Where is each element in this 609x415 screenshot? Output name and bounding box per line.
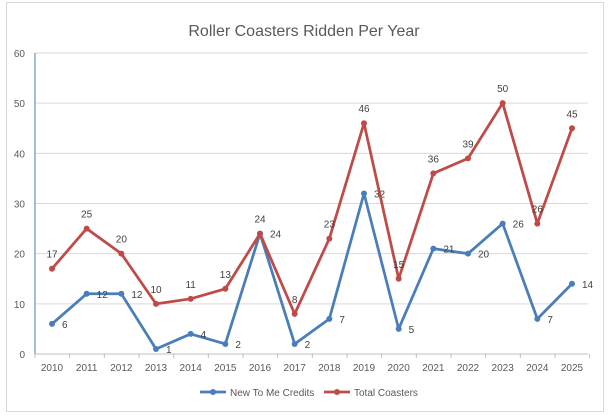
chart-title: Roller Coasters Ridden Per Year xyxy=(188,23,420,40)
series-line xyxy=(51,192,573,351)
x-tick-label: 2018 xyxy=(318,363,341,374)
y-tick-label: 0 xyxy=(19,350,25,361)
data-label: 12 xyxy=(131,290,143,301)
data-label: 13 xyxy=(220,270,232,281)
data-point xyxy=(430,245,437,252)
data-point xyxy=(430,170,437,177)
data-point xyxy=(187,295,194,302)
data-label: 14 xyxy=(582,280,594,291)
data-label: 50 xyxy=(497,84,509,95)
data-label: 20 xyxy=(478,250,490,261)
data-label: 46 xyxy=(358,104,370,115)
y-tick-label: 30 xyxy=(14,200,26,211)
x-tick-label: 2015 xyxy=(214,363,237,374)
data-label: 1 xyxy=(166,345,172,356)
data-label: 8 xyxy=(292,295,298,306)
data-label: 7 xyxy=(547,315,553,326)
data-point xyxy=(569,280,575,287)
data-label: 2 xyxy=(305,340,311,351)
data-label: 25 xyxy=(81,210,93,221)
data-label: 21 xyxy=(443,245,455,256)
data-label: 5 xyxy=(409,325,415,336)
x-tick-label: 2020 xyxy=(388,363,411,374)
data-point xyxy=(222,340,229,347)
x-tick-label: 2017 xyxy=(284,363,307,374)
data-label: 24 xyxy=(254,215,266,226)
x-tick-label: 2019 xyxy=(353,363,376,374)
x-tick-label: 2014 xyxy=(180,363,203,374)
data-point xyxy=(153,300,159,307)
data-point xyxy=(361,190,367,197)
data-point xyxy=(326,315,333,322)
data-point xyxy=(83,290,90,297)
data-label: 2 xyxy=(235,340,241,351)
data-point xyxy=(222,285,229,292)
y-tick-label: 40 xyxy=(14,149,26,160)
data-point xyxy=(49,265,55,272)
legend-marker xyxy=(334,389,340,395)
chart-area xyxy=(6,2,604,412)
data-point xyxy=(499,100,506,107)
data-point xyxy=(361,120,367,127)
x-tick-label: 2010 xyxy=(41,363,64,374)
y-tick-label: 10 xyxy=(14,300,26,311)
data-point xyxy=(291,340,298,347)
legend-label: New To Me Credits xyxy=(230,388,314,399)
data-point xyxy=(118,250,125,257)
data-label: 45 xyxy=(566,109,578,120)
data-label: 36 xyxy=(428,154,440,165)
legend-label: Total Coasters xyxy=(354,388,418,399)
x-tick-label: 2013 xyxy=(145,363,168,374)
data-label: 4 xyxy=(201,330,207,341)
data-point xyxy=(83,225,90,232)
data-label: 7 xyxy=(339,315,345,326)
data-point xyxy=(534,220,541,227)
data-label: 23 xyxy=(324,220,336,231)
data-label: 26 xyxy=(513,220,525,231)
data-point xyxy=(257,230,263,237)
data-label: 39 xyxy=(462,139,474,150)
data-label: 17 xyxy=(46,250,58,261)
data-label: 12 xyxy=(97,290,109,301)
data-point xyxy=(569,125,575,132)
x-tick-label: 2025 xyxy=(561,363,584,374)
x-tick-label: 2022 xyxy=(457,363,480,374)
data-point xyxy=(49,320,55,327)
data-point xyxy=(291,310,298,317)
data-label: 10 xyxy=(150,285,162,296)
legend-marker xyxy=(210,389,216,395)
data-point xyxy=(499,220,506,227)
data-point xyxy=(153,345,159,352)
x-tick-label: 2011 xyxy=(76,363,98,374)
data-point xyxy=(534,315,541,322)
data-label: 20 xyxy=(116,235,128,246)
data-point xyxy=(187,330,194,337)
data-label: 11 xyxy=(185,280,196,291)
x-tick-label: 2012 xyxy=(110,363,133,374)
data-point xyxy=(326,235,333,242)
data-point xyxy=(465,155,471,162)
y-tick-label: 50 xyxy=(14,99,26,110)
y-tick-label: 20 xyxy=(14,250,26,261)
series-line xyxy=(50,101,574,316)
data-label: 15 xyxy=(393,260,405,271)
data-label: 6 xyxy=(62,320,68,331)
data-point xyxy=(395,325,402,332)
data-point xyxy=(395,275,402,282)
x-tick-label: 2023 xyxy=(492,363,515,374)
data-point xyxy=(118,290,125,297)
x-tick-label: 2024 xyxy=(526,363,549,374)
x-tick-label: 2021 xyxy=(422,363,445,374)
data-label: 26 xyxy=(532,205,544,216)
data-label: 24 xyxy=(270,230,282,241)
data-point xyxy=(465,250,471,257)
y-tick-label: 60 xyxy=(14,49,26,60)
x-tick-label: 2016 xyxy=(249,363,272,374)
